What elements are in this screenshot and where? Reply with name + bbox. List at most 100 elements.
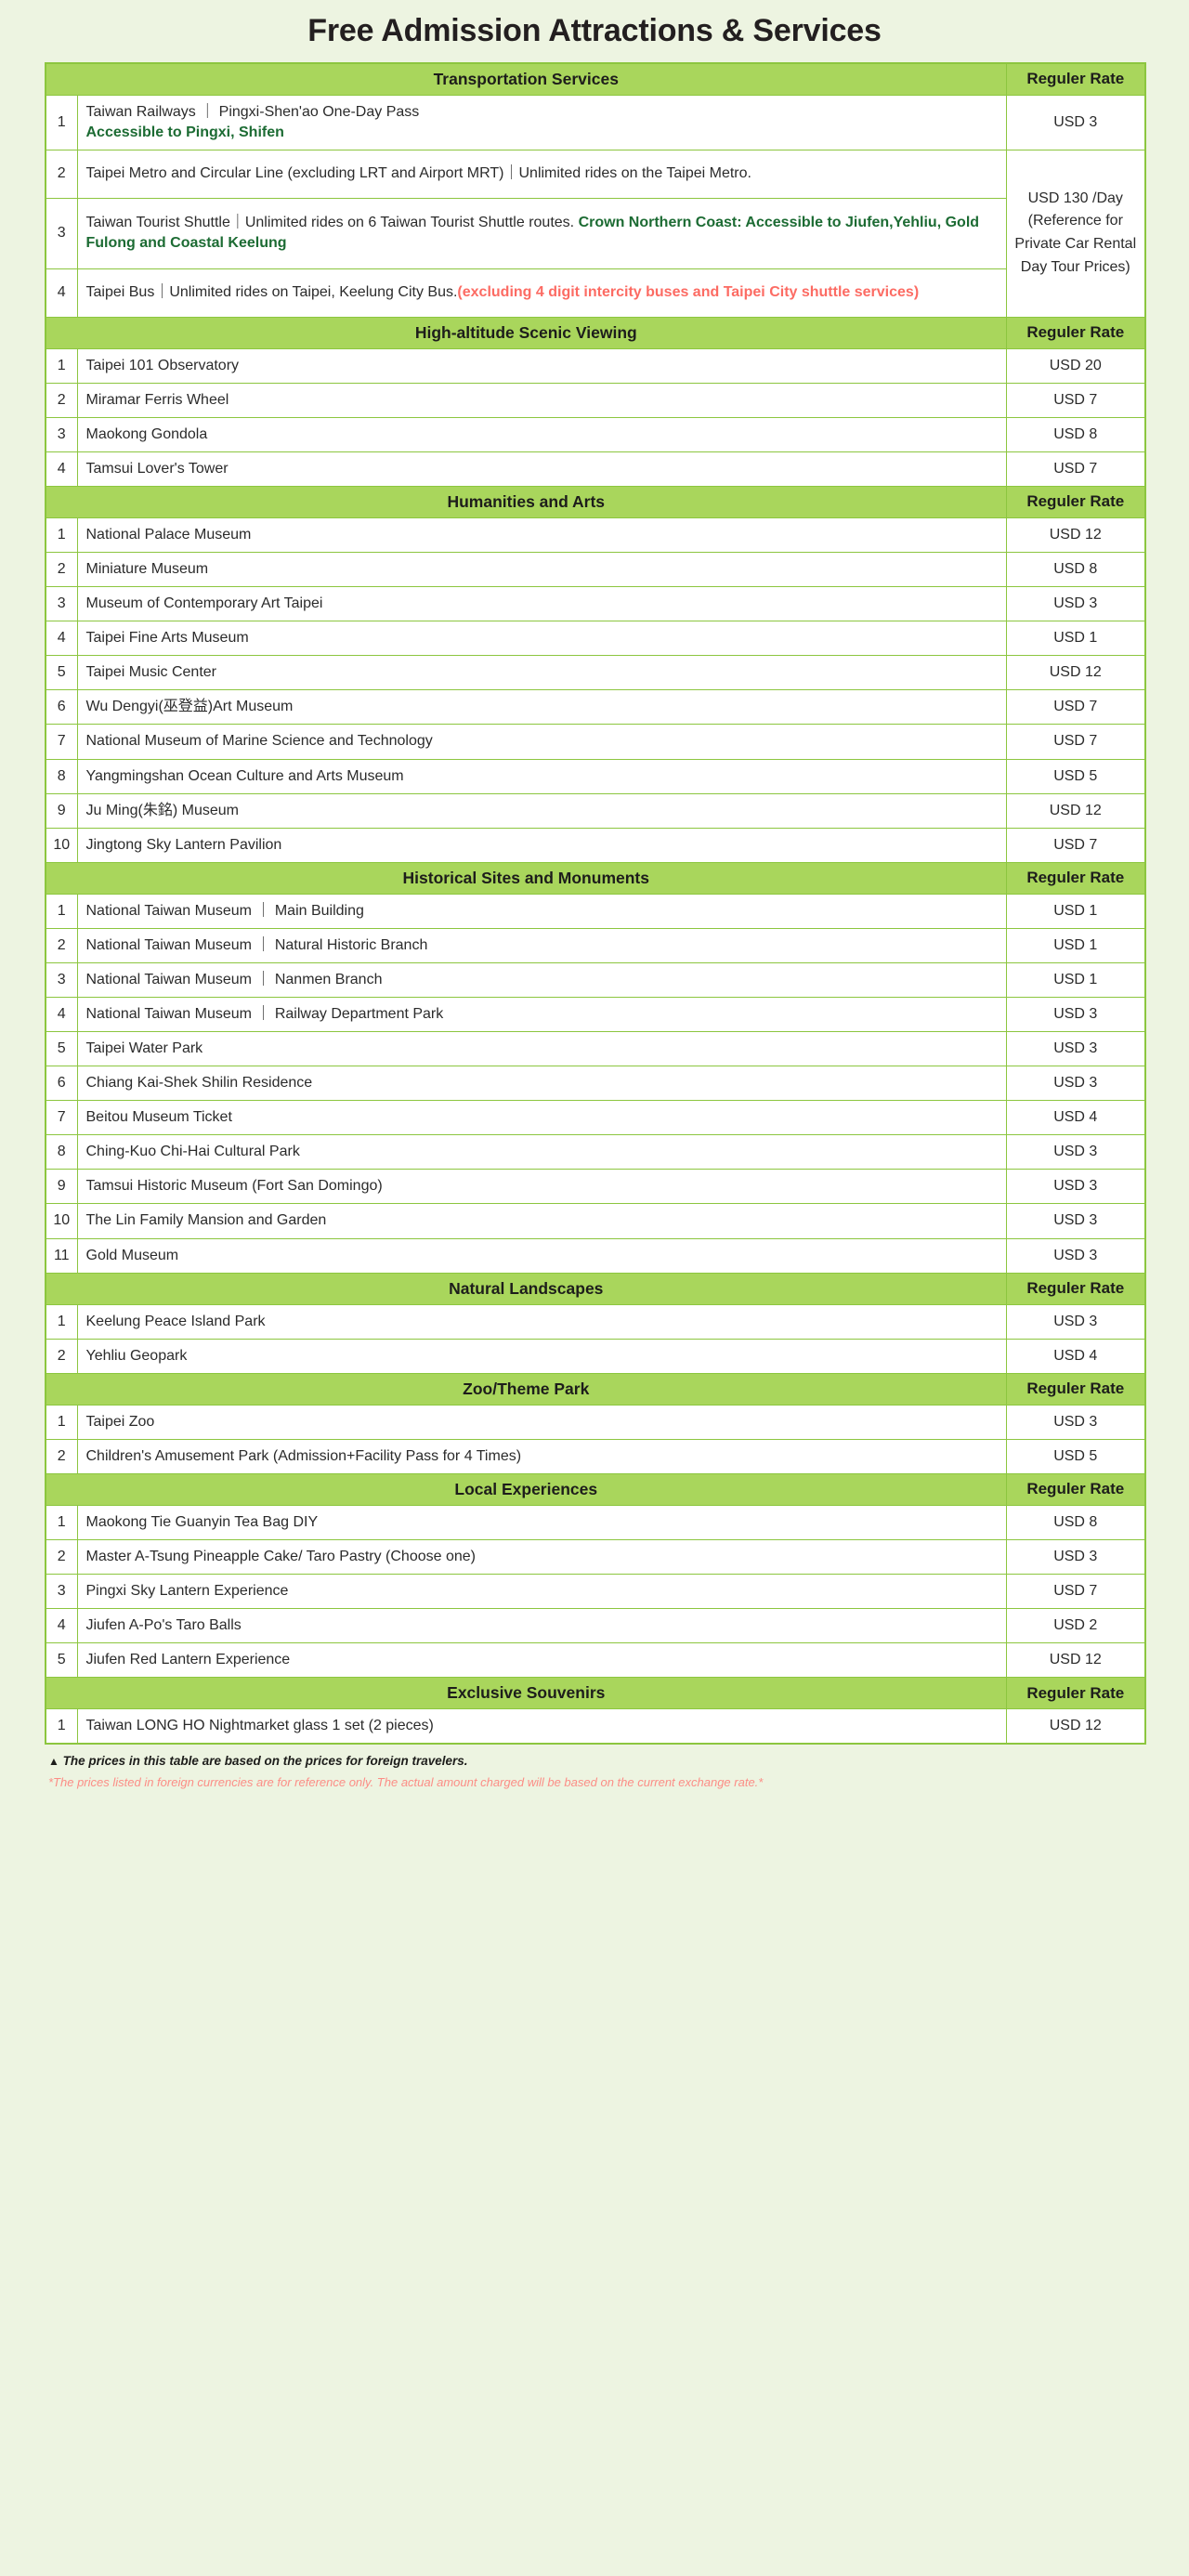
category-header-humanities-and-arts: Humanities and Arts Reguler Rate [45,485,1146,518]
row-number: 6 [45,689,78,726]
triangle-icon: ▲ [48,1755,59,1769]
rate-header: Reguler Rate [1005,1272,1146,1305]
table-row: 3 Maokong Gondola USD 8 [45,416,1146,452]
table-row: 2 Miniature Museum USD 8 [45,552,1146,588]
table-row: 7 National Museum of Marine Science and … [45,724,1146,760]
row-name: Taiwan Tourist Shuttle｜Unlimited rides o… [76,197,1007,269]
row-name: Taipei Zoo [76,1404,1007,1440]
table-row: 3 National Taiwan Museum ｜ Nanmen Branch… [45,961,1146,998]
table-row: 4 Tamsui Lover's Tower USD 7 [45,451,1146,487]
row-name-plain: Taiwan Railways ｜ Pingxi-Shen'ao One-Day… [85,103,420,120]
category-header-historical-sites-and-monuments: Historical Sites and Monuments Reguler R… [45,861,1146,895]
row-rate: USD 3 [1005,1134,1146,1170]
row-name: Wu Dengyi(巫登益)Art Museum [76,689,1007,726]
table-row: 3 Museum of Contemporary Art Taipei USD … [45,586,1146,622]
table-row: 2 Master A-Tsung Pineapple Cake/ Taro Pa… [45,1538,1146,1576]
row-number: 3 [45,961,78,998]
row-rate: USD 12 [1005,517,1146,554]
row-number: 5 [45,655,78,691]
row-rate: USD 7 [1005,724,1146,760]
row-name: Chiang Kai-Shek Shilin Residence [76,1066,1007,1102]
rate-header: Reguler Rate [1005,62,1146,96]
table-row: 4 Taipei Bus｜Unlimited rides on Taipei, … [45,268,1145,318]
row-name: Taipei 101 Observatory [76,347,1007,384]
row-number: 5 [45,1642,78,1679]
table-row: 4 Jiufen A-Po's Taro Balls USD 2 [45,1608,1146,1644]
row-number: 2 [45,552,78,588]
row-number: 3 [45,1574,78,1610]
row-rate: USD 20 [1005,347,1146,384]
row-number: 4 [45,451,78,487]
row-name: Tamsui Lover's Tower [76,451,1007,487]
category-header-exclusive-souvenirs: Exclusive Souvenirs Reguler Rate [45,1677,1146,1710]
row-name: Miramar Ferris Wheel [76,382,1007,418]
row-name-highlight: (excluding 4 digit intercity buses and T… [457,284,920,301]
row-rate: USD 7 [1005,451,1146,487]
attractions-table: Transportation Services Reguler Rate 1 T… [45,62,1147,1746]
table-row: 4 Taipei Fine Arts Museum USD 1 [45,621,1146,657]
row-name: The Lin Family Mansion and Garden [76,1203,1007,1239]
rate-header: Reguler Rate [1005,316,1146,349]
table-row: 1 Taiwan Railways ｜ Pingxi-Shen'ao One-D… [45,94,1146,150]
category-header-natural-landscapes: Natural Landscapes Reguler Rate [45,1272,1146,1305]
row-rate-merged: USD 130 /Day (Reference for Private Car … [1005,149,1146,318]
row-name: National Palace Museum [76,517,1007,554]
row-rate: USD 3 [1005,1538,1146,1576]
rate-header: Reguler Rate [1005,485,1146,518]
row-number: 2 [45,1338,78,1374]
row-rate: USD 1 [1005,961,1146,998]
row-number: 1 [45,347,78,384]
row-name: Taipei Bus｜Unlimited rides on Taipei, Ke… [76,268,1007,318]
row-rate: USD 7 [1005,689,1146,726]
category-header-transportation-services: Transportation Services Reguler Rate [45,62,1146,96]
row-number: 1 [45,1504,78,1541]
row-number: 2 [45,1538,78,1576]
row-rate: USD 7 [1005,1574,1146,1610]
row-name: Yehliu Geopark [76,1338,1007,1374]
row-name: Ching-Kuo Chi-Hai Cultural Park [76,1134,1007,1170]
row-name: National Museum of Marine Science and Te… [76,724,1007,760]
row-number: 1 [45,1303,78,1340]
row-name: Miniature Museum [76,552,1007,588]
table-row: 3 Taiwan Tourist Shuttle｜Unlimited rides… [45,197,1145,269]
merged-rate-line-4: Day Tour Prices) [1020,258,1130,275]
table-row: 11 Gold Museum USD 3 [45,1237,1146,1274]
row-name: Children's Amusement Park (Admission+Fac… [76,1438,1007,1474]
table-row: 1 Taipei Zoo USD 3 [45,1404,1146,1440]
row-number: 10 [45,827,78,863]
row-name: Ju Ming(朱銘) Museum [76,792,1007,829]
row-rate: USD 2 [1005,1608,1146,1644]
row-number: 6 [45,1066,78,1102]
row-rate: USD 3 [1005,1203,1146,1239]
row-name: Master A-Tsung Pineapple Cake/ Taro Past… [76,1538,1007,1576]
row-name: Gold Museum [76,1237,1007,1274]
rate-header: Reguler Rate [1005,1677,1146,1710]
row-name: Taipei Fine Arts Museum [76,621,1007,657]
row-name: Taipei Metro and Circular Line (excludin… [76,149,1007,199]
row-rate: USD 3 [1005,996,1146,1033]
row-number: 4 [45,268,78,318]
row-rate: USD 4 [1005,1100,1146,1136]
row-number: 1 [45,1404,78,1440]
row-name: Tamsui Historic Museum (Fort San Domingo… [76,1169,1007,1205]
category-title: Local Experiences [45,1472,1007,1506]
row-rate: USD 3 [1005,1031,1146,1067]
row-rate: USD 12 [1005,1642,1146,1679]
row-rate: USD 1 [1005,621,1146,657]
row-number: 8 [45,1134,78,1170]
row-name: National Taiwan Museum ｜ Railway Departm… [76,996,1007,1033]
table-row: 4 National Taiwan Museum ｜ Railway Depar… [45,996,1146,1033]
rate-header: Reguler Rate [1005,861,1146,895]
row-rate: USD 8 [1005,416,1146,452]
row-rate: USD 3 [1005,1404,1146,1440]
row-rate: USD 4 [1005,1338,1146,1374]
table-row: 8 Yangmingshan Ocean Culture and Arts Mu… [45,758,1146,794]
table-row: 5 Taipei Music Center USD 12 [45,655,1146,691]
row-number: 1 [45,893,78,929]
merged-rate-line-2: (Reference for [1027,213,1123,229]
row-number: 1 [45,517,78,554]
category-header-local-experiences: Local Experiences Reguler Rate [45,1472,1146,1506]
row-name: Keelung Peace Island Park [76,1303,1007,1340]
row-name: Beitou Museum Ticket [76,1100,1007,1136]
table-row: 1 Taiwan LONG HO Nightmarket glass 1 set… [45,1708,1146,1745]
